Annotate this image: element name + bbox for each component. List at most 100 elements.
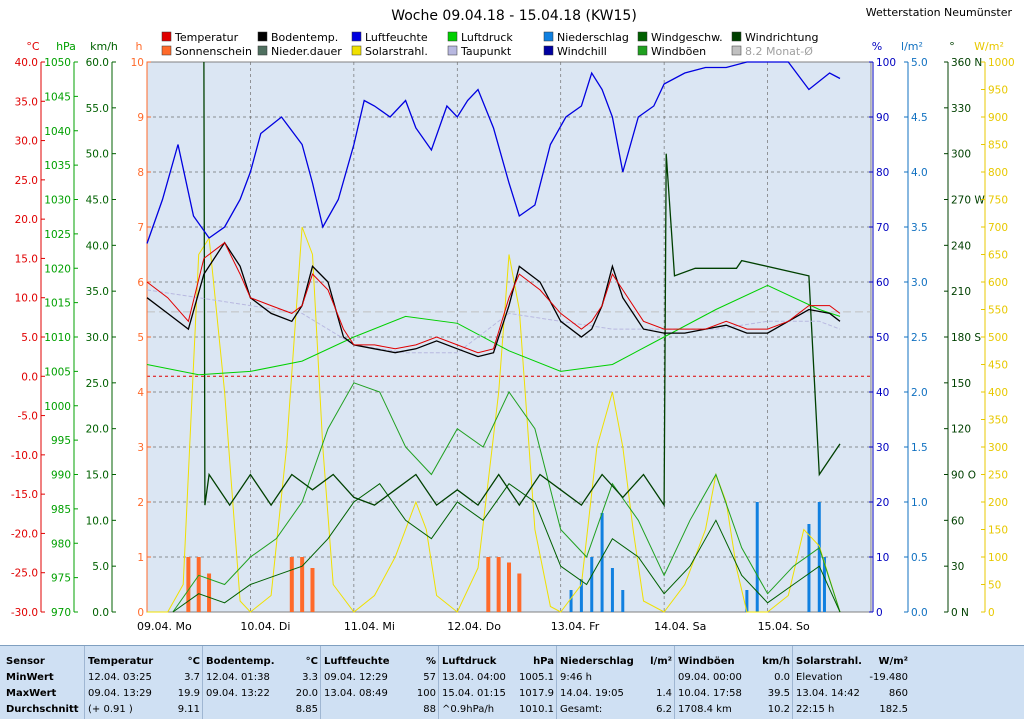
stats-row-value: 8.85 xyxy=(295,704,318,715)
legend-label: Luftfeuchte xyxy=(365,31,428,44)
stats-title-text: Temperatur xyxy=(88,656,154,667)
stats-row-value: 39.5 xyxy=(767,688,790,699)
wind-axis-tick-label: 40.0 xyxy=(86,240,109,252)
stats-row-label: 9:46 h xyxy=(560,672,592,683)
temp-axis-tick-label: 5.0 xyxy=(21,332,38,344)
pressure-axis-tick-label: 1030 xyxy=(44,195,71,207)
grid xyxy=(147,62,871,612)
direction-axis-tick-label: 300 xyxy=(951,149,971,161)
rain-axis-tick-label: 4.0 xyxy=(911,167,928,179)
solar-axis-tick-label: 50 xyxy=(988,580,1001,592)
temp-axis-tick-label: -20.0 xyxy=(11,528,38,540)
solar-axis-tick-label: 550 xyxy=(988,305,1008,317)
sunshine-bar xyxy=(289,557,294,612)
stats-block: Luftdruck hPa 13.04. 04:00 1005.1 15.04. 01:… xyxy=(442,646,554,719)
temp-axis-tick-label: 0.0 xyxy=(21,371,38,383)
rain-bar xyxy=(590,557,594,612)
direction-axis-tick-label: 210 xyxy=(951,286,971,298)
stats-row-value: 0.0 xyxy=(774,672,790,683)
solar-axis-tick-label: 600 xyxy=(988,277,1008,289)
pressure-axis-tick-label: 975 xyxy=(51,573,71,585)
stats-block: Windböen km/h 09.04. 00:00 0.0 10.04. 17:58 3… xyxy=(678,646,790,719)
humidity-axis-tick-label: 80 xyxy=(876,167,889,179)
stats-row-value: 1010.1 xyxy=(519,704,554,715)
humidity-axis-tick-label: 30 xyxy=(876,442,889,454)
stats-min-label: MinWert xyxy=(6,672,54,683)
legend-swatch xyxy=(161,45,172,56)
day-label: 12.04. Do xyxy=(447,620,501,633)
rain-bar xyxy=(807,524,811,612)
temp-axis-tick-label: -30.0 xyxy=(11,607,38,619)
stats-title-text: Niederschlag xyxy=(560,656,634,667)
soil-temperature-line xyxy=(146,241,841,358)
humidity-axis-tick-label: 40 xyxy=(876,387,889,399)
humidity-axis-tick-label: 50 xyxy=(876,332,889,344)
stats-block-title: Solarstrahl. W/m² xyxy=(796,654,908,670)
wind-speed-line xyxy=(172,483,841,613)
temp-axis-tick-label: 40.0 xyxy=(15,57,38,69)
stats-block: Niederschlag l/m² 9:46 h 14.04. 19:05 1.4 Ges… xyxy=(560,646,672,719)
stats-row-label: (+ 0.91 ) xyxy=(88,704,133,715)
stats-block-title: Temperatur °C xyxy=(88,654,200,670)
stats-row: 15.04. 01:15 1017.9 xyxy=(442,686,554,702)
stats-row-label: 1708.4 km xyxy=(678,704,732,715)
temp-axis-tick-label: -10.0 xyxy=(11,450,38,462)
rain-bar xyxy=(817,502,821,612)
stats-separator xyxy=(438,646,439,719)
stats-row: 13.04. 08:49 100 xyxy=(324,686,436,702)
legend-swatch xyxy=(257,45,268,56)
sunshine-bar xyxy=(207,573,212,612)
dewpoint-line xyxy=(146,289,841,354)
pressure-axis-tick-label: 980 xyxy=(51,538,71,550)
stats-max-label: MaxWert xyxy=(6,688,57,699)
stats-row: Elevation -19.480 xyxy=(796,670,908,686)
stats-unit: °C xyxy=(305,656,318,667)
solar-axis-tick-label: 950 xyxy=(988,85,1008,97)
pressure-axis-tick-label: 1040 xyxy=(44,126,71,138)
stats-separator xyxy=(202,646,203,719)
stats-row: 09.04. 13:22 20.0 xyxy=(206,686,318,702)
wind-axis-tick-label: 15.0 xyxy=(86,470,109,482)
station-name: Wetterstation Neumünster xyxy=(866,6,1013,19)
sunshine-axis-tick-label: 7 xyxy=(137,222,144,234)
rain-axis-tick-label: 1.0 xyxy=(911,497,928,509)
stats-row: 88 xyxy=(324,702,436,718)
legend-label: Bodentemp. xyxy=(271,31,338,44)
sunshine-bar xyxy=(517,573,522,612)
stats-separator xyxy=(556,646,557,719)
stats-block: Bodentemp. °C 12.04. 01:38 3.3 09.04. 13:22 2… xyxy=(206,646,318,719)
stats-row-value: 1.4 xyxy=(656,688,672,699)
stats-row-value: 88 xyxy=(423,704,436,715)
stats-title-text: Solarstrahl. xyxy=(796,656,862,667)
stats-row-label: 15.04. 01:15 xyxy=(442,688,506,699)
humidity-axis-tick-label: 100 xyxy=(876,57,896,69)
direction-axis-tick-label: 60 xyxy=(951,515,964,527)
stats-unit: % xyxy=(425,656,436,667)
stats-row: 09.04. 12:29 57 xyxy=(324,670,436,686)
pressure-axis-tick-label: 970 xyxy=(51,607,71,619)
stats-row-value: 182.5 xyxy=(879,704,908,715)
pressure-axis-tick-label: 1010 xyxy=(44,332,71,344)
solar-axis-tick-label: 300 xyxy=(988,442,1008,454)
temp-axis-tick-label: 10.0 xyxy=(15,293,38,305)
direction-axis-tick-label: 90 O xyxy=(951,470,976,482)
stats-row-label: 09.04. 00:00 xyxy=(678,672,742,683)
sunshine-bar xyxy=(507,562,511,612)
direction-axis-tick-label: 0 N xyxy=(951,607,969,619)
stats-row: Gesamt: 6.2 xyxy=(560,702,672,718)
legend-label: Sonnenschein xyxy=(175,45,252,58)
stats-title-text: Windböen xyxy=(678,656,735,667)
stats-row-value: -19.480 xyxy=(869,672,908,683)
pressure-axis-tick-label: 1005 xyxy=(44,366,71,378)
stats-row: (+ 0.91 ) 9.11 xyxy=(88,702,200,718)
legend-swatch xyxy=(257,31,268,42)
sunshine-axis-tick-label: 3 xyxy=(137,442,144,454)
sunshine-axis-tick-label: 1 xyxy=(137,552,144,564)
rain-axis-tick-label: 4.5 xyxy=(911,112,928,124)
solar-axis-tick-label: 850 xyxy=(988,140,1008,152)
chart-marks xyxy=(146,61,841,613)
rain-axis-unit: l/m² xyxy=(901,40,923,53)
stats-row: 09.04. 00:00 0.0 xyxy=(678,670,790,686)
solar-axis-tick-label: 200 xyxy=(988,497,1008,509)
sunshine-bar xyxy=(196,557,201,612)
